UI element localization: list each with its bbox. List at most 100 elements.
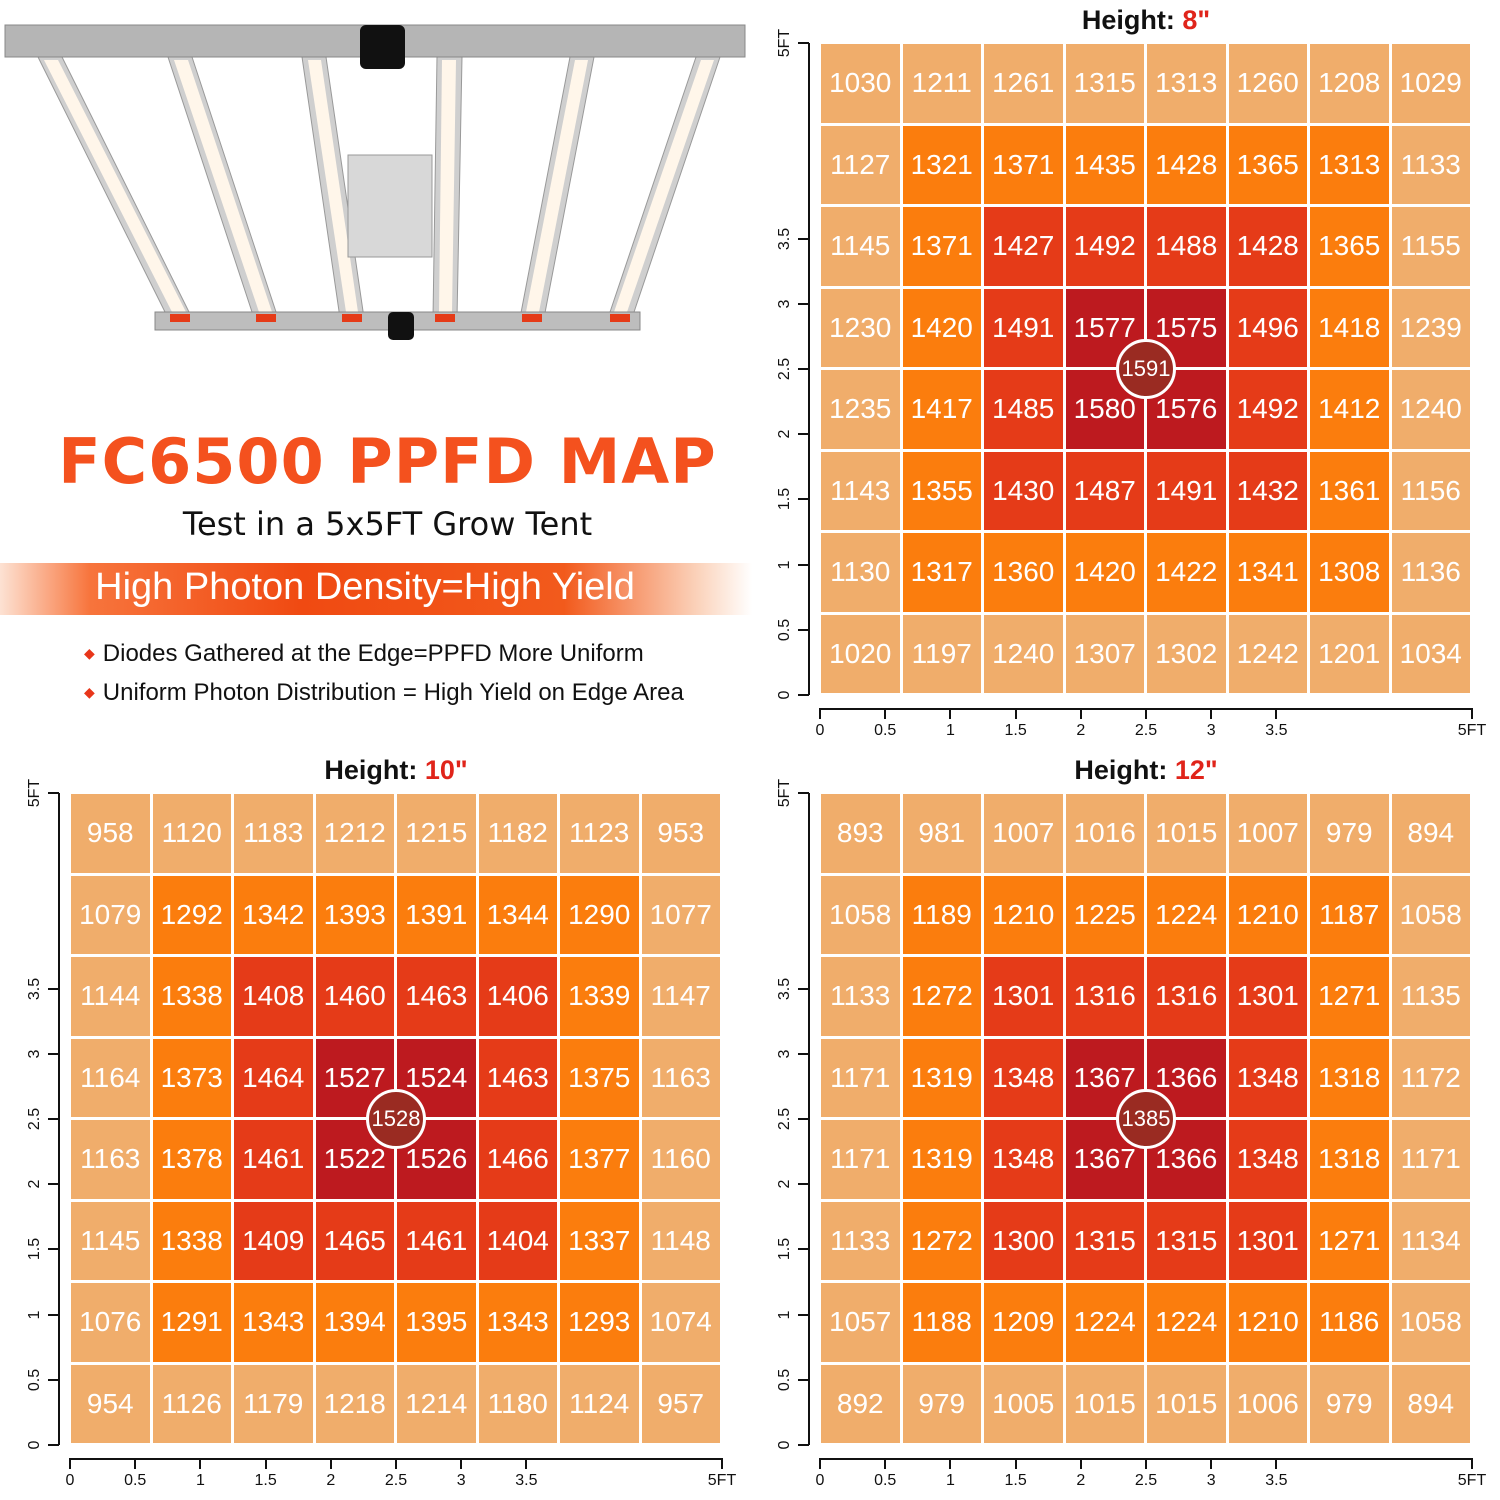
heatmap-cell: 1076 [71, 1283, 150, 1362]
chart-title-height-value: 8" [1182, 5, 1211, 35]
heatmap-cell: 1485 [984, 370, 1063, 449]
y-tick [798, 368, 809, 370]
heatmap-cell: 1058 [1391, 1283, 1470, 1362]
heatmap-cell: 1377 [560, 1120, 639, 1199]
heatmap-cell: 1015 [1147, 794, 1226, 873]
heatmap-cell: 1293 [560, 1283, 639, 1362]
x-tick [460, 1458, 463, 1469]
x-tick-label: 5FT [1457, 1472, 1487, 1489]
heatmap-cell: 1016 [1065, 794, 1144, 873]
x-tick-label: 5FT [1457, 722, 1487, 739]
heatmap-cell: 1160 [641, 1120, 720, 1199]
heatmap-cell: 1492 [1228, 370, 1307, 449]
heatmap-cell: 1136 [1391, 533, 1470, 612]
x-tick-label: 2.5 [384, 1472, 408, 1489]
heatmap-cell: 1155 [1391, 207, 1470, 286]
heatmap-cell: 1058 [821, 875, 900, 954]
x-tick-label: 3.5 [1265, 722, 1288, 739]
heatmap-cell: 1492 [1065, 207, 1144, 286]
x-tick [721, 1458, 723, 1469]
x-tick-label: 2 [1076, 722, 1086, 739]
y-tick [798, 302, 809, 305]
x-tick [949, 708, 952, 719]
heatmap-cell: 1302 [1147, 614, 1226, 693]
bullet-item: ◆ Diodes Gathered at the Edge=PPFD More U… [84, 640, 644, 668]
heatmap-cell: 1491 [1147, 451, 1226, 530]
y-tick-label: 1.5 [776, 488, 793, 511]
heatmap-cell: 1394 [315, 1283, 394, 1362]
chart-title: Height: 12" [1074, 755, 1217, 786]
chart-title: Height: 8" [1082, 5, 1210, 36]
heatmap-cell: 1337 [560, 1201, 639, 1280]
heatmap-cell: 1395 [397, 1283, 476, 1362]
heatmap-cell: 1317 [902, 533, 981, 612]
heatmap-cell: 1006 [1228, 1364, 1307, 1443]
x-tick-label: 3 [1206, 722, 1216, 739]
y-tick-label: 1 [26, 1310, 43, 1320]
x-tick-label: 1.5 [254, 1472, 277, 1489]
heatmap-cell: 1271 [1310, 957, 1389, 1036]
heatmap-cell: 1156 [1391, 451, 1470, 530]
bullet-text: Diodes Gathered at the Edge=PPFD More Un… [102, 640, 644, 667]
heatmap-cell: 1301 [1228, 957, 1307, 1036]
heatmap-cell: 1171 [821, 1038, 900, 1117]
banner-text: High Photon Density=High Yield [95, 566, 635, 608]
heatmap-cell: 1029 [1391, 44, 1470, 123]
y-tick-label: 3 [776, 299, 793, 309]
heatmap-cell: 1487 [1065, 451, 1144, 530]
heatmap-cell: 1365 [1310, 207, 1389, 286]
y-tick-label: 2 [26, 1179, 43, 1189]
heatmap-cell: 1123 [560, 794, 639, 873]
heatmap-cell: 953 [641, 794, 720, 873]
heatmap-cell: 1348 [984, 1120, 1063, 1199]
heatmap-cell: 1315 [1065, 1201, 1144, 1280]
heatmap-cell: 1577 [1065, 288, 1144, 367]
x-tick [1471, 1458, 1473, 1469]
y-tick-label: 2.5 [776, 1107, 793, 1131]
x-tick [1014, 1458, 1017, 1469]
heatmap-cell: 1005 [984, 1364, 1063, 1443]
heatmap-cell: 1127 [821, 125, 900, 204]
heatmap-cell: 1355 [902, 451, 981, 530]
heatmap-cell: 1172 [1391, 1038, 1470, 1117]
heatmap-cell: 1435 [1065, 125, 1144, 204]
heatmap-cell: 1188 [902, 1283, 981, 1362]
heatmap-cell: 1428 [1147, 125, 1226, 204]
y-tick-label: 0 [776, 690, 793, 700]
heatmap-cell: 1163 [71, 1120, 150, 1199]
heatmap-cell: 1338 [152, 957, 231, 1036]
heatmap-cell: 954 [71, 1364, 150, 1443]
heatmap-cell: 1348 [1228, 1038, 1307, 1117]
y-tick [798, 1118, 809, 1120]
heatmap-cell: 1465 [315, 1201, 394, 1280]
center-value-marker: 1528 [366, 1089, 426, 1149]
heatmap-cell: 1427 [984, 207, 1063, 286]
y-tick-label: 0.5 [776, 618, 793, 641]
x-tick [395, 1458, 397, 1469]
y-tick [48, 1248, 59, 1251]
y-tick [798, 694, 809, 696]
y-tick-label: 2 [776, 1179, 793, 1189]
heatmap-cell: 1120 [152, 794, 231, 873]
heatmap-cell: 1057 [821, 1283, 900, 1362]
banner-background [0, 563, 752, 615]
x-tick-label: 0.5 [874, 1472, 897, 1489]
y-tick [48, 1118, 59, 1120]
y-tick [48, 1313, 59, 1316]
y-tick [798, 498, 809, 501]
x-tick-label: 0 [65, 1472, 75, 1489]
heatmap-cell: 1133 [821, 1201, 900, 1280]
heatmap-cell: 1313 [1147, 44, 1226, 123]
x-tick [1275, 708, 1278, 719]
heatmap-cell: 1496 [1228, 288, 1307, 367]
heatmap-cell: 1272 [902, 1201, 981, 1280]
heatmap-cell: 1375 [560, 1038, 639, 1117]
heatmap-cell: 1134 [1391, 1201, 1470, 1280]
diamond-bullet-icon: ◆ [84, 645, 95, 661]
heatmap-cell: 1030 [821, 44, 900, 123]
heatmap-cell: 1319 [902, 1120, 981, 1199]
heatmap-cell: 1187 [1310, 875, 1389, 954]
heatmap-cell: 1365 [1228, 125, 1307, 204]
y-tick [798, 1444, 809, 1446]
heatmap-cell: 1391 [397, 875, 476, 954]
